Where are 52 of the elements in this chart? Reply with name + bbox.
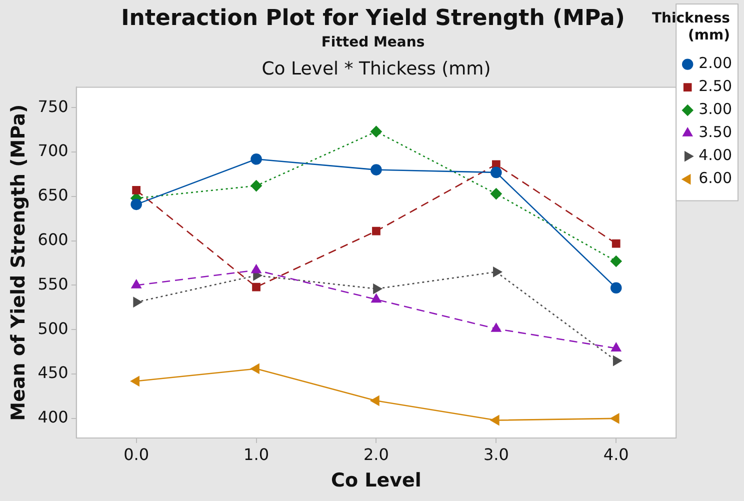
point xyxy=(370,164,382,176)
point xyxy=(250,180,262,192)
x-tick-label: 3.0 xyxy=(483,444,509,464)
legend-label: 2.50 xyxy=(698,77,732,96)
point xyxy=(133,297,142,308)
x-axis-title: Co Level xyxy=(331,470,422,492)
y-axis-title: Mean of Yield Strength (MPa) xyxy=(7,104,30,421)
point xyxy=(612,239,620,248)
point xyxy=(370,126,382,138)
point xyxy=(371,294,382,303)
chart-subtitle: Fitted Means xyxy=(321,34,425,50)
point xyxy=(252,282,260,292)
y-tick-label: 700 xyxy=(38,141,68,160)
point xyxy=(130,376,140,386)
point xyxy=(611,342,622,352)
point xyxy=(132,186,140,194)
y-tick-label: 400 xyxy=(38,408,68,427)
legend-label: 3.00 xyxy=(698,100,732,118)
point xyxy=(373,284,382,294)
y-tick-label: 600 xyxy=(38,230,68,249)
x-tick-label: 2.0 xyxy=(363,444,389,464)
point xyxy=(490,415,500,426)
point xyxy=(250,153,262,165)
point xyxy=(490,188,502,200)
point xyxy=(612,356,622,366)
point xyxy=(493,266,502,277)
chart-title: Interaction Plot for Yield Strength (MPa) xyxy=(121,6,625,31)
legend-label: 2.00 xyxy=(698,54,732,72)
y-tick-label: 550 xyxy=(38,274,68,294)
point xyxy=(131,280,142,288)
point xyxy=(490,166,502,178)
point xyxy=(130,198,142,210)
y-tick-label: 500 xyxy=(38,318,68,338)
text: Co Level * Thickess (mm) xyxy=(262,58,491,80)
legend-title: Thickness (mm) xyxy=(652,10,730,44)
y-tick-label: 750 xyxy=(38,96,68,116)
point xyxy=(491,323,502,332)
point xyxy=(610,256,622,267)
point xyxy=(610,413,620,424)
point xyxy=(370,396,380,406)
x-tick-label: 0.0 xyxy=(124,444,150,464)
legend-label: 3.50 xyxy=(698,123,732,142)
point xyxy=(610,282,622,294)
point xyxy=(250,364,260,374)
x-tick-label: 1.0 xyxy=(244,444,269,464)
point xyxy=(372,226,380,236)
y-tick-label: 450 xyxy=(38,363,68,382)
point xyxy=(251,264,262,274)
legend-label: 4.00 xyxy=(698,146,732,164)
x-tick-label: 4.0 xyxy=(603,444,629,464)
legend-label: 6.00 xyxy=(698,169,732,188)
y-tick-label: 650 xyxy=(38,186,68,205)
